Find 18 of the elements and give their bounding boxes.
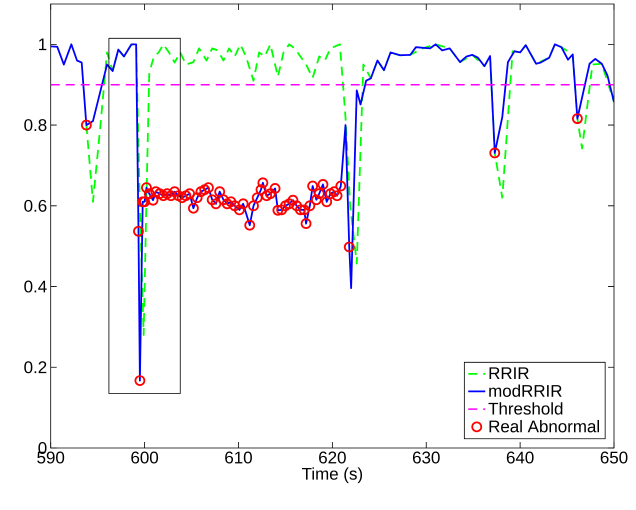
legend-label: Real Abnormal bbox=[490, 420, 599, 432]
x-tick-label: 610 bbox=[225, 452, 252, 464]
y-tick-label: 1 bbox=[39, 38, 46, 50]
x-tick-label: 650 bbox=[600, 452, 628, 464]
legend-label: RRIR bbox=[490, 367, 529, 379]
y-tick-label: 0.4 bbox=[24, 280, 47, 293]
x-tick-label: 590 bbox=[37, 452, 64, 464]
y-tick-label: 0.2 bbox=[24, 361, 46, 374]
y-tick-label: 0.6 bbox=[24, 200, 46, 212]
x-tick-label: 630 bbox=[412, 452, 440, 464]
legend-label: modRRIR bbox=[489, 384, 562, 397]
x-tick-label: 640 bbox=[506, 452, 534, 464]
line-series bbox=[85, 43, 614, 336]
x-axis-title: Time (s) bbox=[302, 467, 362, 484]
x-tick-label: 600 bbox=[131, 452, 158, 464]
y-tick-label: 0.8 bbox=[24, 119, 46, 132]
x-tick-label: 620 bbox=[319, 452, 346, 464]
legend-label: Threshold bbox=[488, 402, 562, 415]
